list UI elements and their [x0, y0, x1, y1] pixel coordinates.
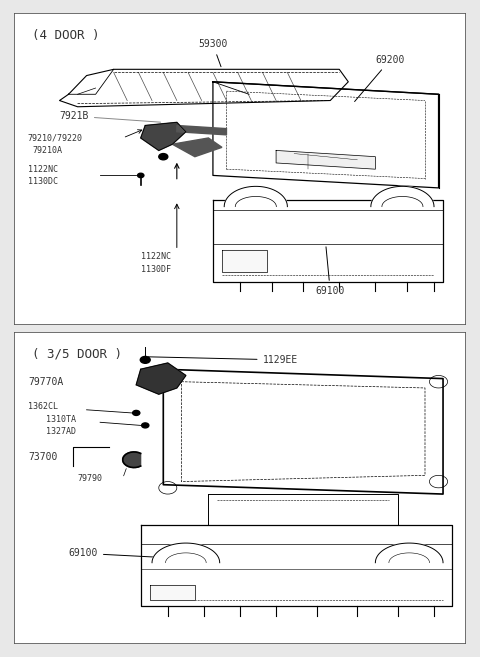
Text: (4 DOOR ): (4 DOOR )	[33, 29, 100, 42]
Circle shape	[140, 357, 150, 363]
Polygon shape	[150, 585, 195, 600]
Polygon shape	[208, 494, 398, 526]
Text: 1122NC: 1122NC	[28, 165, 58, 173]
Polygon shape	[375, 543, 443, 562]
Text: 79210/79220: 79210/79220	[28, 133, 83, 143]
Text: 1310TA: 1310TA	[46, 415, 76, 424]
Text: 1129EE: 1129EE	[148, 355, 298, 365]
Polygon shape	[181, 382, 425, 482]
Text: ( 3/5 DOOR ): ( 3/5 DOOR )	[33, 348, 122, 361]
Polygon shape	[276, 150, 375, 170]
Polygon shape	[141, 526, 452, 606]
Polygon shape	[213, 200, 443, 281]
Polygon shape	[371, 187, 434, 206]
Text: 79790: 79790	[78, 474, 103, 483]
Circle shape	[132, 411, 140, 415]
Text: 1122NC: 1122NC	[141, 252, 171, 261]
Polygon shape	[152, 543, 220, 562]
Text: 1327AD: 1327AD	[46, 427, 76, 436]
Text: 79210A: 79210A	[33, 146, 62, 155]
Text: 69200: 69200	[355, 55, 405, 102]
Polygon shape	[123, 452, 141, 468]
Polygon shape	[213, 81, 439, 188]
Text: 79770A: 79770A	[28, 376, 63, 387]
Text: 1362CL: 1362CL	[28, 402, 58, 411]
Circle shape	[138, 173, 144, 177]
Circle shape	[159, 154, 168, 160]
Polygon shape	[177, 125, 227, 135]
Polygon shape	[172, 138, 222, 156]
Text: 73700: 73700	[28, 451, 57, 462]
Text: 1130DF: 1130DF	[141, 265, 171, 273]
Polygon shape	[224, 187, 288, 206]
Polygon shape	[136, 363, 186, 394]
Text: 69100: 69100	[69, 549, 201, 560]
Polygon shape	[163, 369, 443, 494]
Text: 59300: 59300	[198, 39, 228, 67]
Text: 69100: 69100	[315, 247, 345, 296]
Text: 1130DC: 1130DC	[28, 177, 58, 186]
Polygon shape	[60, 70, 348, 107]
Circle shape	[142, 423, 149, 428]
Text: 7921B: 7921B	[60, 111, 160, 122]
Polygon shape	[222, 250, 267, 272]
Polygon shape	[141, 122, 186, 150]
